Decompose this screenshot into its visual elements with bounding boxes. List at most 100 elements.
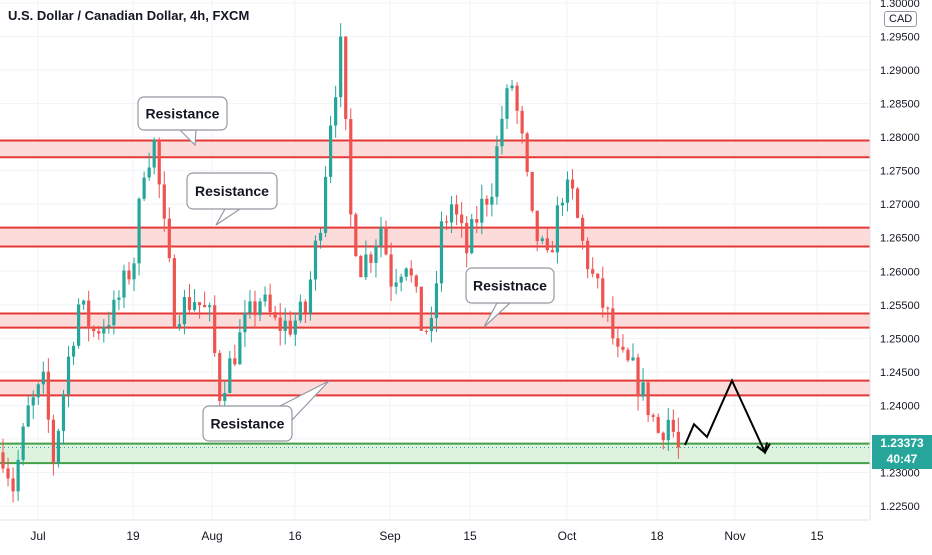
candle-body <box>253 301 257 316</box>
candle-body <box>424 330 428 332</box>
candle-body <box>223 392 227 401</box>
candle-body <box>631 357 635 361</box>
candle-body <box>530 171 534 211</box>
candle-body <box>66 356 71 395</box>
candle-body <box>177 324 181 328</box>
candle-body <box>369 254 373 263</box>
candle-body <box>404 268 408 277</box>
candle-body <box>455 204 459 215</box>
candle-body <box>414 275 418 287</box>
candle-body <box>172 258 176 328</box>
x-tick-label: 15 <box>463 529 477 543</box>
candle-body <box>137 198 141 264</box>
candle-body <box>535 210 539 242</box>
candle-body <box>46 371 50 420</box>
candle-body <box>616 338 620 347</box>
candle-body <box>157 139 161 185</box>
resistance-zone <box>0 380 870 396</box>
y-tick-label: 1.24000 <box>880 400 920 412</box>
candle-body <box>258 301 262 316</box>
candle-body <box>26 405 30 427</box>
x-tick-label: 18 <box>650 529 664 543</box>
y-tick-label: 1.28000 <box>880 132 920 144</box>
candle-body <box>1 452 5 469</box>
callout-label: Resistance <box>211 416 285 432</box>
candle-body <box>147 167 151 178</box>
candle-body <box>21 426 25 460</box>
candle-body <box>112 299 116 326</box>
candle-body <box>56 430 61 464</box>
candle-body <box>339 36 343 98</box>
candle-body <box>596 273 600 279</box>
candle-body <box>82 300 86 305</box>
x-tick-label: 15 <box>810 529 824 543</box>
callout-pointer <box>215 208 242 226</box>
candle-body <box>586 240 590 270</box>
candle-body <box>409 268 413 276</box>
candle-body <box>545 238 549 251</box>
candle-body <box>213 305 217 353</box>
candle-body <box>510 85 514 89</box>
candle-body <box>460 214 464 224</box>
x-tick-label: Nov <box>724 529 745 543</box>
candle-body <box>71 345 76 357</box>
candle-body <box>233 358 237 365</box>
callout-box <box>465 267 555 304</box>
candle-body <box>364 254 368 278</box>
candle-body <box>218 352 222 401</box>
zone-callout: Resistnace <box>465 267 555 328</box>
currency-label: CAD <box>884 11 918 27</box>
candle-body <box>485 198 489 205</box>
candle-body <box>208 305 212 308</box>
candle-body <box>470 219 474 254</box>
candle-body <box>394 282 398 287</box>
candle-body <box>102 326 106 334</box>
chart-title: U.S. Dollar / Canadian Dollar, 4h, FXCM <box>8 8 250 23</box>
candle-body <box>429 317 433 332</box>
y-tick-label: 1.23000 <box>880 467 920 479</box>
y-tick-label: 1.25000 <box>880 333 920 345</box>
candle-body <box>61 394 66 431</box>
candle-body <box>444 221 449 223</box>
candle-body <box>575 188 580 218</box>
candle-body <box>646 382 650 416</box>
y-tick-label: 1.29500 <box>880 32 920 44</box>
candle-body <box>162 184 166 219</box>
candle-body <box>313 240 318 280</box>
candle-countdown: 40:47 <box>886 452 918 466</box>
candle-body <box>480 198 484 223</box>
projection <box>684 378 771 455</box>
last-price-badge: 1.23373 40:47 <box>872 435 932 469</box>
callout-label: Resistance <box>195 183 269 199</box>
candle-body <box>656 416 660 433</box>
x-tick-label: 19 <box>126 529 140 543</box>
candle-body <box>475 219 479 223</box>
resistance-zone <box>0 313 870 328</box>
x-tick-label: Oct <box>558 529 577 543</box>
candle-body <box>117 297 121 300</box>
zone-labels: Resistance Resistance Resistnace Resistance <box>137 96 555 442</box>
candle-body <box>31 397 35 406</box>
candle-body <box>344 36 348 120</box>
callout-box <box>202 405 293 442</box>
candle-body <box>661 432 665 441</box>
candle-body <box>329 125 333 177</box>
projection-arrowhead <box>756 442 768 455</box>
x-tick-label: Aug <box>201 529 222 543</box>
candle-body <box>283 320 287 331</box>
candle-body <box>565 179 570 203</box>
candle-body <box>626 349 630 361</box>
candle-body <box>248 301 252 313</box>
candle-body <box>505 88 509 119</box>
candle-body <box>92 327 96 332</box>
candle-body <box>203 305 207 308</box>
candle-body <box>611 308 615 339</box>
candle-body <box>318 232 323 241</box>
y-tick-label: 1.30000 <box>880 0 920 10</box>
candle-body <box>243 312 247 333</box>
candle-body <box>16 459 20 492</box>
callout-label: Resistnace <box>473 278 547 294</box>
zone-callout: Resistance <box>137 96 228 147</box>
